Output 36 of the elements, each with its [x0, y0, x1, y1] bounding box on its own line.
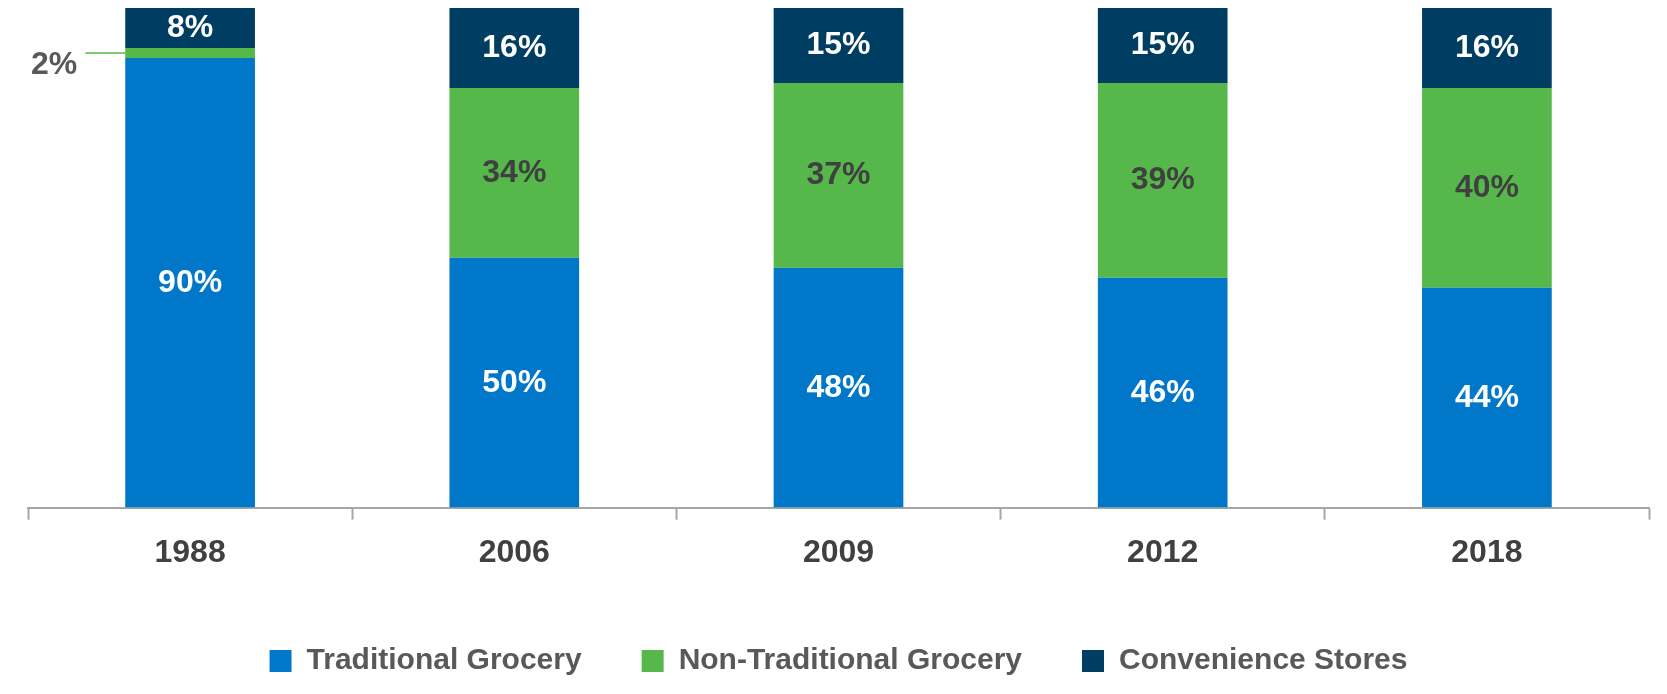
data-label: 15% — [1130, 25, 1195, 62]
bar — [449, 257, 580, 508]
legend-label: Non-Traditional Grocery — [678, 642, 1023, 676]
bar — [773, 267, 904, 508]
data-label: 39% — [1130, 160, 1195, 197]
data-label: 44% — [1454, 377, 1519, 414]
data-label: 37% — [806, 155, 871, 192]
data-label: 16% — [482, 27, 547, 64]
bar — [449, 8, 580, 88]
bar — [1422, 287, 1552, 508]
data-label: 40% — [1454, 167, 1519, 204]
data-label: 90% — [158, 262, 223, 299]
bar — [1097, 82, 1228, 278]
data-label: 16% — [1454, 27, 1519, 64]
data-label: 2% — [31, 44, 78, 81]
x-tick-label: 2009 — [802, 532, 875, 569]
data-label: 48% — [806, 367, 871, 404]
data-label: 8% — [166, 7, 214, 44]
bar — [773, 8, 904, 83]
legend-label: Convenience Stores — [1119, 642, 1408, 676]
bar — [1422, 8, 1552, 88]
x-tick-label: 2018 — [1451, 532, 1523, 569]
bar — [773, 82, 904, 268]
data-label: 34% — [482, 152, 547, 189]
x-tick-label: 1988 — [154, 532, 226, 569]
x-tick-label: 2006 — [478, 532, 550, 569]
bar — [1422, 87, 1552, 288]
legend-label: Traditional Grocery — [306, 642, 582, 676]
x-tick-label: 2012 — [1127, 532, 1199, 569]
data-label: 46% — [1130, 372, 1195, 409]
bar — [1097, 8, 1228, 83]
bar — [449, 87, 580, 258]
data-label: 50% — [482, 362, 547, 399]
bar — [1097, 277, 1228, 508]
bar — [125, 57, 255, 508]
data-label: 15% — [806, 25, 871, 62]
